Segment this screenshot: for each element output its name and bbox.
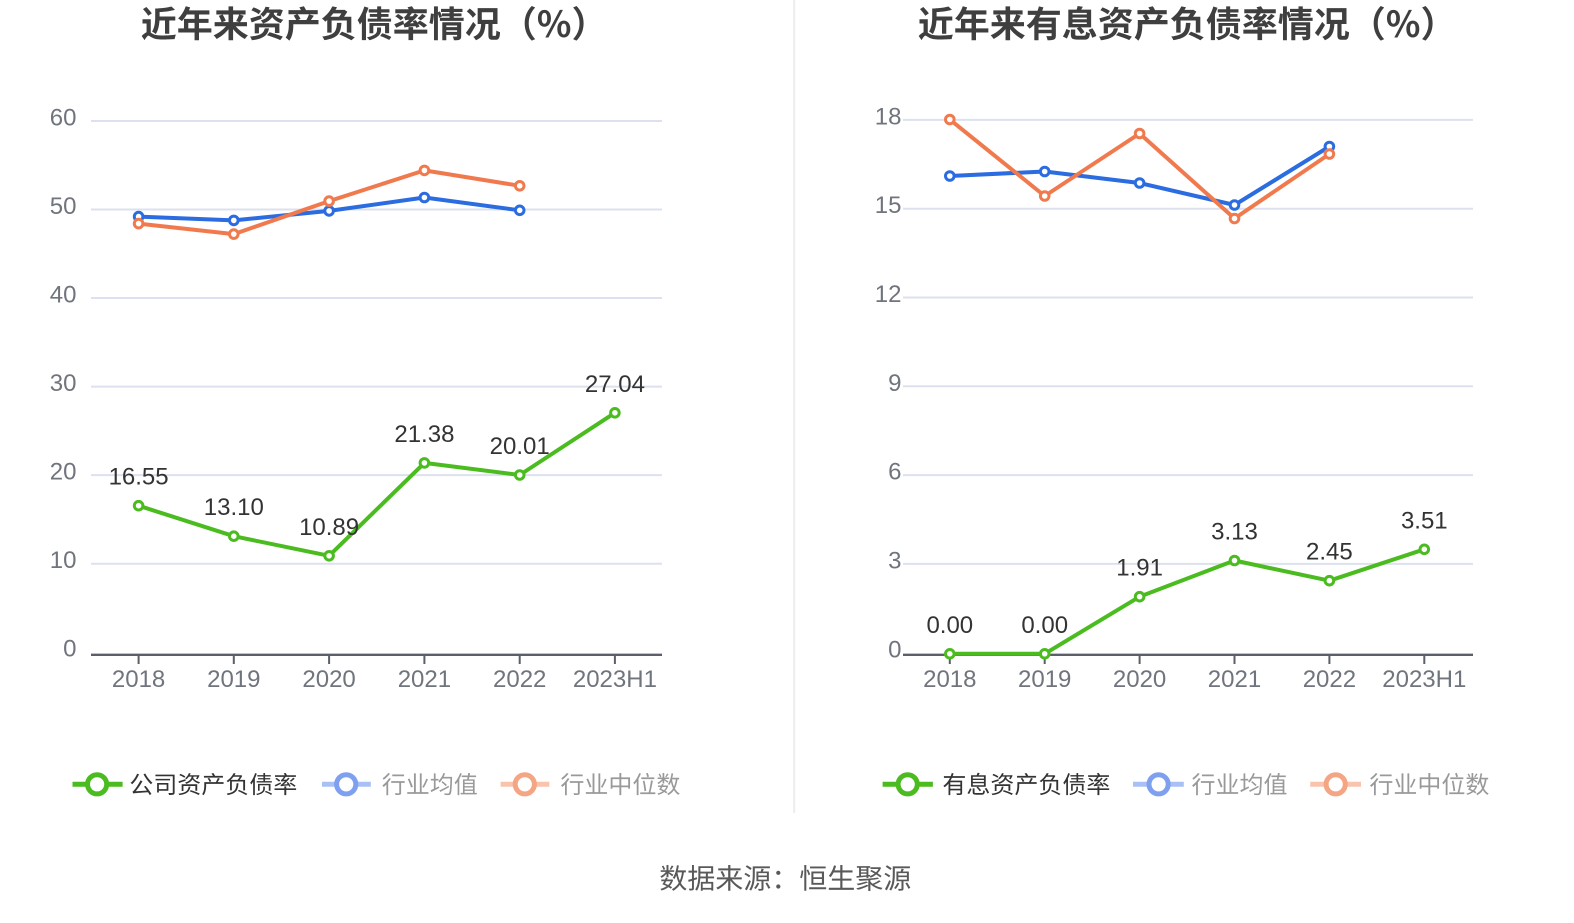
svg-text:12: 12 xyxy=(875,281,902,308)
svg-text:0.00: 0.00 xyxy=(926,612,973,639)
svg-text:16.55: 16.55 xyxy=(109,464,169,491)
svg-text:2.45: 2.45 xyxy=(1306,539,1353,566)
svg-text:3: 3 xyxy=(888,547,901,574)
svg-text:2022: 2022 xyxy=(493,666,546,693)
svg-text:27.04: 27.04 xyxy=(585,371,645,398)
svg-text:0: 0 xyxy=(888,637,901,664)
svg-text:18: 18 xyxy=(875,103,902,130)
svg-text:13.10: 13.10 xyxy=(204,494,264,521)
svg-text:2018: 2018 xyxy=(112,666,165,693)
svg-text:40: 40 xyxy=(50,282,77,309)
svg-text:2018: 2018 xyxy=(923,666,976,693)
svg-text:60: 60 xyxy=(50,105,77,132)
svg-text:15: 15 xyxy=(875,192,902,219)
svg-text:0.00: 0.00 xyxy=(1021,612,1068,639)
svg-text:2021: 2021 xyxy=(398,666,451,693)
svg-text:1.91: 1.91 xyxy=(1116,555,1163,582)
svg-text:30: 30 xyxy=(50,370,77,397)
svg-text:3.13: 3.13 xyxy=(1211,519,1258,546)
svg-text:50: 50 xyxy=(50,193,77,220)
svg-text:2022: 2022 xyxy=(1303,666,1356,693)
svg-text:6: 6 xyxy=(888,459,901,486)
svg-text:9: 9 xyxy=(888,370,901,397)
svg-text:20: 20 xyxy=(50,459,77,486)
svg-text:2019: 2019 xyxy=(1018,666,1071,693)
svg-text:2023H1: 2023H1 xyxy=(1382,666,1466,693)
svg-text:10.89: 10.89 xyxy=(299,514,359,541)
svg-text:0: 0 xyxy=(63,636,76,663)
svg-text:2020: 2020 xyxy=(1113,666,1166,693)
svg-text:21.38: 21.38 xyxy=(394,421,454,448)
svg-text:2021: 2021 xyxy=(1208,666,1261,693)
svg-text:20.01: 20.01 xyxy=(490,433,550,460)
svg-text:2023H1: 2023H1 xyxy=(573,666,657,693)
svg-text:2019: 2019 xyxy=(207,666,260,693)
svg-text:2020: 2020 xyxy=(302,666,355,693)
svg-text:3.51: 3.51 xyxy=(1401,507,1448,534)
svg-text:10: 10 xyxy=(50,547,77,574)
